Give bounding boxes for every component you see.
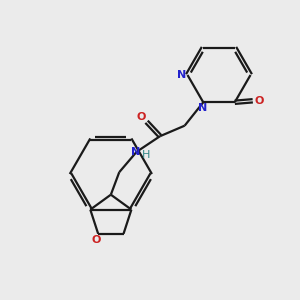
Text: O: O xyxy=(136,112,146,122)
Text: N: N xyxy=(198,103,207,113)
Text: H: H xyxy=(142,150,150,161)
Text: N: N xyxy=(178,70,187,80)
Text: O: O xyxy=(255,96,264,106)
Text: N: N xyxy=(131,147,141,158)
Text: O: O xyxy=(92,236,101,245)
